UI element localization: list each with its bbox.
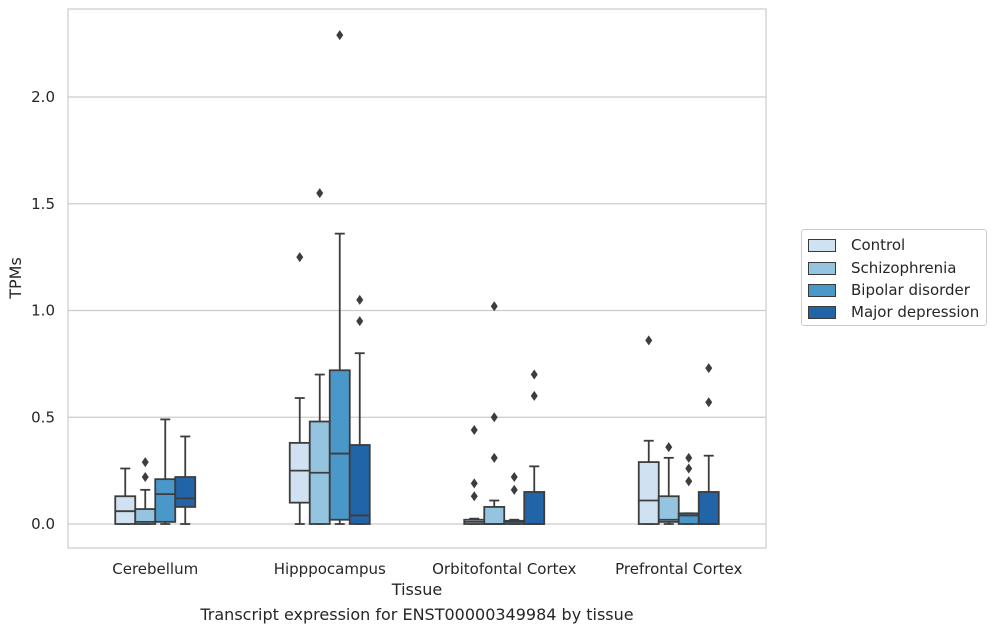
- legend-item-bipolar-disorder: Bipolar disorder: [808, 280, 970, 300]
- x-axis-label: Tissue: [391, 580, 442, 599]
- y-axis-label: TPMs: [6, 257, 25, 300]
- outlier-point: [705, 397, 713, 408]
- legend-label: Schizophrenia: [851, 259, 957, 277]
- box: [483, 506, 506, 525]
- legend-label: Major depression: [851, 303, 980, 321]
- x-axis: Cerebellum Hipppocampus Orbitofontal Corte…: [112, 560, 742, 578]
- box: [348, 444, 371, 525]
- outlier-point: [510, 484, 518, 495]
- box: [637, 461, 660, 525]
- x-tick-label: Cerebellum: [112, 560, 198, 578]
- legend-label: Bipolar disorder: [851, 281, 970, 299]
- outlier-point: [470, 478, 478, 489]
- outlier-point: [356, 294, 364, 305]
- y-tick-label: 2.0: [31, 88, 55, 106]
- legend-swatch: [808, 261, 836, 275]
- x-tick-label: Orbitofontal Cortex: [432, 560, 576, 578]
- box: [174, 476, 197, 508]
- outlier-point: [316, 188, 324, 199]
- y-tick-label: 0.0: [31, 515, 55, 533]
- legend-swatch: [808, 238, 836, 252]
- plot-area: [67, 8, 767, 549]
- outlier-point: [336, 30, 344, 41]
- outlier-point: [705, 363, 713, 374]
- outlier-point: [685, 452, 693, 463]
- y-tick-label: 1.5: [31, 195, 55, 213]
- figure-caption: Transcript expression for ENST0000034998…: [200, 605, 634, 624]
- outlier-point: [510, 472, 518, 483]
- outlier-point: [685, 463, 693, 474]
- boxes-layer: [114, 30, 720, 525]
- legend-item-control: Control: [808, 235, 905, 255]
- outlier-point: [141, 457, 149, 468]
- box: [523, 491, 546, 525]
- legend: Control Schizophrenia Bipolar disorder M…: [801, 229, 987, 326]
- legend-label: Control: [851, 236, 906, 254]
- outlier-point: [296, 252, 304, 263]
- x-tick-label: Hipppocampus: [274, 560, 386, 578]
- outlier-point: [665, 442, 673, 453]
- legend-swatch: [808, 305, 836, 319]
- outlier-point: [490, 301, 498, 312]
- outlier-point: [490, 452, 498, 463]
- box: [114, 495, 137, 525]
- box: [657, 495, 680, 523]
- outlier-point: [470, 491, 478, 502]
- legend-swatch: [808, 283, 836, 297]
- box: [328, 369, 351, 521]
- legend-item-major-depression: Major depression: [808, 302, 979, 322]
- y-tick-label: 1.0: [31, 302, 55, 320]
- outlier-point: [470, 425, 478, 436]
- outlier-point: [530, 369, 538, 380]
- outlier-point: [530, 390, 538, 401]
- y-tick-label: 0.5: [31, 408, 55, 426]
- box: [288, 441, 311, 504]
- outlier-point: [645, 335, 653, 346]
- outlier-point: [685, 476, 693, 487]
- x-tick-label: Prefrontal Cortex: [615, 560, 742, 578]
- outlier-point: [141, 472, 149, 483]
- outlier-point: [356, 316, 364, 327]
- box: [697, 491, 720, 525]
- outlier-point: [490, 412, 498, 423]
- y-axis: 0.0 0.5 1.0 1.5 2.0: [31, 88, 55, 533]
- box: [154, 478, 177, 523]
- legend-item-schizophrenia: Schizophrenia: [808, 258, 956, 278]
